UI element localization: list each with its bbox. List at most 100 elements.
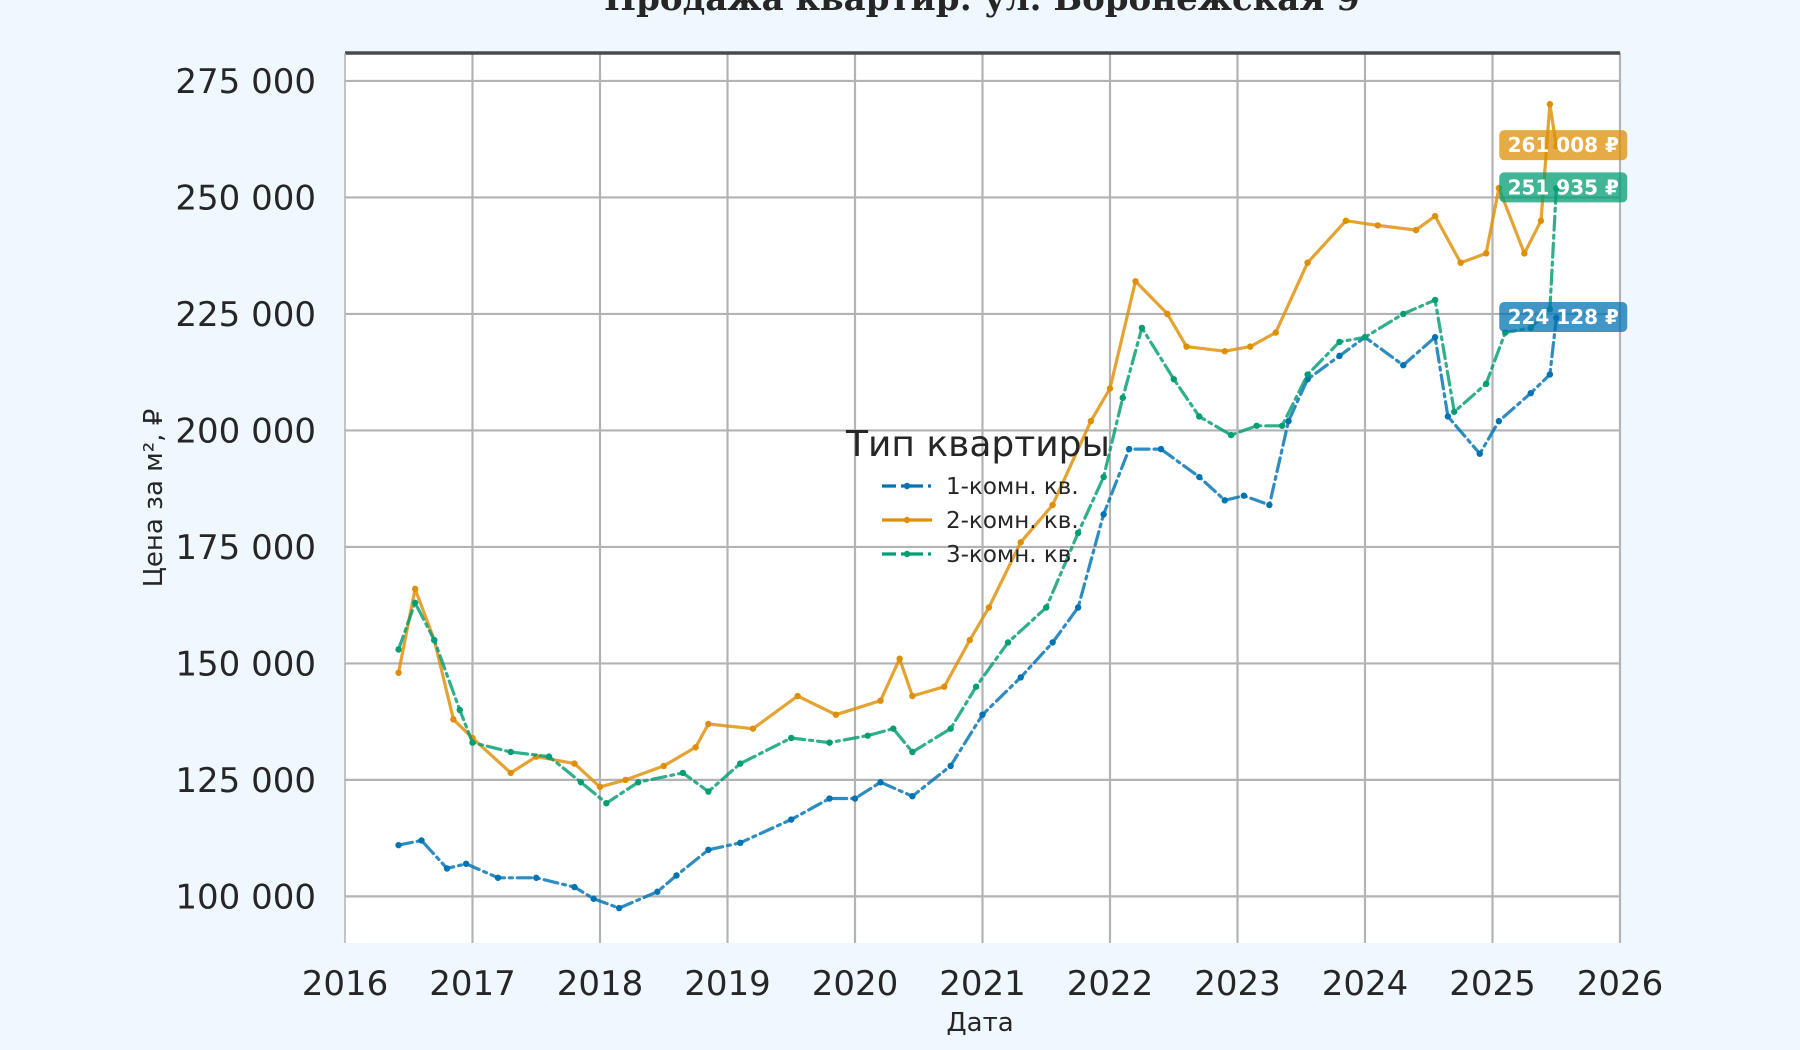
legend: Тип квартиры 1-комн. кв. 2-комн. кв. 3-ком… (845, 424, 1110, 568)
data-point (1304, 259, 1311, 266)
data-point (1374, 222, 1381, 229)
data-point (431, 636, 438, 644)
data-point (877, 697, 884, 704)
data-point (1119, 394, 1126, 402)
data-point (1049, 639, 1056, 646)
series-2 (395, 101, 1560, 791)
data-point (1253, 422, 1260, 429)
data-point (941, 683, 948, 690)
data-point (1400, 361, 1407, 369)
legend-item: 2-комн. кв. (882, 508, 1079, 534)
data-point (577, 779, 585, 786)
last-value-badge: 251 935 ₽ (1499, 172, 1628, 203)
grid (345, 53, 1622, 943)
data-point (1431, 212, 1439, 220)
data-point (1049, 501, 1056, 509)
legend-title: Тип квартиры (845, 424, 1110, 465)
x-axis: 2016 2017 2018 2019 2020 2021 2022 2023 2024 2025… (302, 964, 1664, 1004)
y-tick-label: 150 000 (175, 644, 316, 684)
data-point (1087, 417, 1095, 425)
data-point (1336, 338, 1343, 346)
y-tick-label: 200 000 (175, 411, 316, 451)
last-value-badge: 261 008 ₽ (1499, 130, 1628, 161)
data-point (1546, 101, 1554, 108)
y-tick-label: 175 000 (175, 528, 316, 568)
data-point (1074, 529, 1082, 537)
data-point (1164, 310, 1171, 318)
data-point (737, 839, 744, 847)
data-point (896, 655, 903, 662)
data-point (1017, 674, 1024, 681)
y-tick-label: 125 000 (175, 761, 316, 801)
data-point (395, 669, 402, 676)
data-point (1537, 217, 1545, 224)
data-point (1170, 375, 1177, 383)
data-point (1043, 604, 1050, 611)
data-point (1546, 371, 1554, 378)
data-point (469, 739, 476, 746)
data-point (1196, 473, 1203, 481)
data-point (395, 646, 402, 653)
x-tick-label: 2019 (684, 964, 771, 1004)
data-point (864, 732, 871, 739)
badge-label: 224 128 ₽ (1508, 305, 1619, 329)
data-point (660, 762, 667, 770)
data-point (966, 636, 973, 644)
badge-label: 251 935 ₽ (1508, 175, 1619, 199)
data-point (1482, 380, 1490, 388)
y-tick-label: 275 000 (175, 62, 316, 102)
data-point (909, 692, 916, 700)
data-point (1132, 278, 1139, 285)
data-point (1476, 450, 1483, 457)
data-point (571, 760, 578, 767)
x-tick-label: 2022 (1067, 964, 1154, 1004)
data-point (1278, 422, 1286, 429)
data-point (443, 865, 451, 872)
legend-item: 1-комн. кв. (882, 474, 1079, 500)
last-value-badge: 224 128 ₽ (1499, 302, 1628, 333)
data-point (1017, 539, 1024, 546)
data-point (507, 769, 514, 777)
series-3 (395, 185, 1560, 807)
data-point (1004, 639, 1012, 646)
data-point (673, 872, 680, 879)
data-point (1221, 348, 1228, 355)
data-point (615, 904, 623, 912)
data-point (1272, 329, 1279, 336)
data-point (794, 692, 801, 700)
data-point (635, 779, 642, 786)
data-point (826, 795, 833, 802)
data-point (603, 800, 610, 807)
x-axis-label: Дата (946, 1008, 1013, 1038)
y-axis-label: Цена за м², ₽ (139, 409, 169, 588)
data-point (788, 734, 795, 742)
y-tick-label: 100 000 (175, 877, 316, 917)
y-tick-label: 250 000 (175, 178, 316, 218)
data-point (1412, 226, 1420, 234)
data-point (450, 716, 457, 723)
data-point (418, 837, 425, 844)
data-point (947, 725, 954, 732)
series-line (397, 102, 1558, 789)
last-value-badges: 224 128 ₽ 261 008 ₽ 251 935 ₽ (1499, 130, 1628, 333)
data-point (877, 779, 884, 786)
badge-background (1499, 130, 1628, 161)
data-point (1431, 296, 1439, 304)
badge-background (1499, 302, 1628, 333)
x-tick-label: 2020 (812, 964, 899, 1004)
data-point (1342, 217, 1350, 224)
badge-label: 261 008 ₽ (1508, 133, 1619, 157)
data-point (545, 753, 553, 760)
legend-label: 1-комн. кв. (946, 474, 1079, 500)
data-point (1100, 473, 1107, 481)
data-point (596, 783, 604, 791)
data-point (1285, 417, 1292, 425)
data-point (692, 744, 699, 751)
data-point (1304, 371, 1311, 378)
data-point (1240, 492, 1248, 499)
data-point (679, 769, 687, 777)
data-point (1451, 408, 1458, 415)
x-tick-label: 2021 (939, 964, 1026, 1004)
data-point (890, 725, 897, 732)
data-point (1138, 324, 1146, 332)
